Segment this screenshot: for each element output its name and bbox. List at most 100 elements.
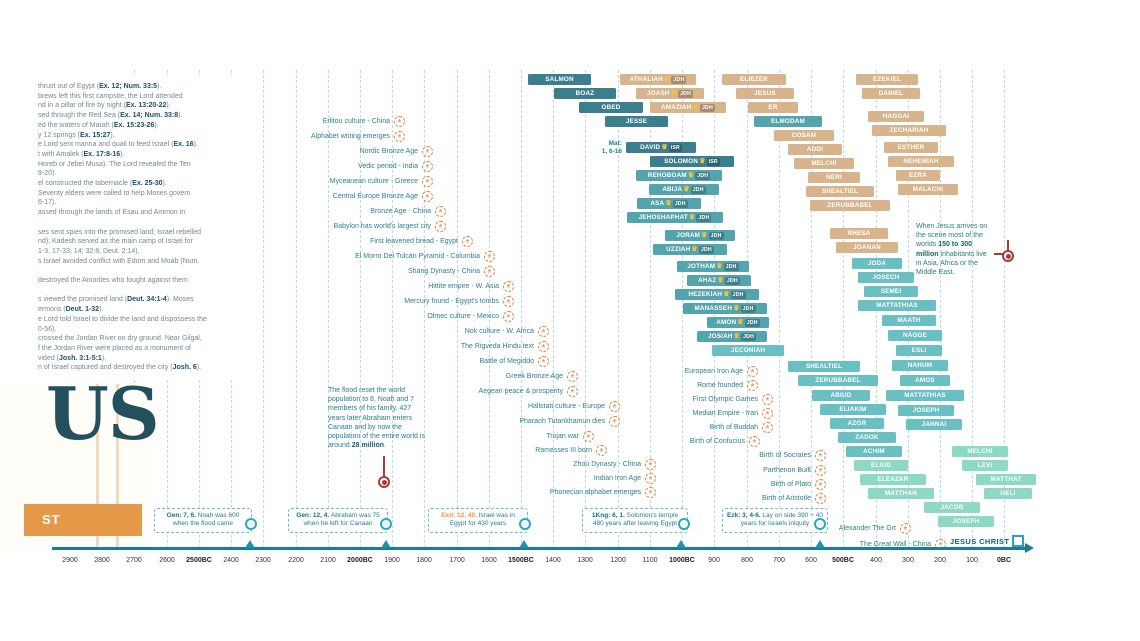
genealogy-bar-label: ELIUD	[871, 462, 891, 469]
genealogy-bar-label: ZECHARIAH	[889, 127, 929, 134]
genealogy-bar: JOSECH	[858, 272, 914, 283]
gridline	[1004, 70, 1005, 548]
world-event: First leavened bread - Egypt *	[293, 234, 473, 249]
kingdom-badge: ISR	[668, 143, 682, 152]
genealogy-bar: JODA	[852, 258, 902, 269]
kingdom-badge: JDH	[744, 318, 760, 327]
axis-marker	[245, 540, 255, 548]
note-line: brews left this first campsite, the Lord…	[38, 92, 183, 100]
note-line: 6-17).	[38, 199, 57, 207]
event-marker-icon: *	[747, 379, 758, 393]
axis-tick-label: 300	[902, 557, 914, 564]
genealogy-bar-label: NEHEMIAH	[903, 158, 939, 165]
genealogy-bar: JESUS	[736, 88, 794, 99]
world-event: Central Europe Bronze Age *	[253, 189, 433, 204]
kingdom-badge: JDH	[695, 171, 711, 180]
note-line	[38, 266, 254, 276]
genealogy-bar-label: OBED	[601, 104, 621, 111]
gridline	[811, 70, 812, 548]
genealogy-bar: MAATH	[882, 315, 936, 326]
axis-tick-label: 1500BC	[508, 557, 534, 564]
world-event-label: Hallstatt culture - Europe	[527, 402, 605, 410]
crown-icon: ♛	[683, 186, 690, 193]
scripture-reference: Exd: 12, 40.	[441, 512, 479, 519]
genealogy-bar: SEMEI	[864, 286, 918, 297]
world-event: Parthenon Built *	[646, 463, 826, 478]
gridline	[328, 70, 329, 548]
event-marker-icon: *	[747, 365, 758, 379]
crown-icon: ♛	[661, 144, 668, 151]
axis-marker	[676, 540, 686, 548]
axis-tick-label: 2600	[159, 557, 175, 564]
world-event-label: Alphabet writing emerges	[311, 132, 390, 140]
genealogy-bar: ABIJA ♛ JDH	[649, 184, 719, 195]
genealogy-bar-label: ZERUBBABEL	[815, 377, 861, 384]
genealogy-bar: AMAZIAH ♛ JDH	[650, 102, 726, 113]
event-marker-icon: *	[815, 492, 826, 506]
genealogy-bar: HEZEKIAH ♛ JDH	[675, 289, 759, 300]
axis-tick-label: 2700	[126, 557, 142, 564]
world-event: Bronze Age - China *	[266, 204, 446, 219]
genealogy-bar-label: MATTHAN	[884, 490, 918, 497]
genealogy-bar-label: MATTHAT	[990, 476, 1022, 483]
genealogy-bar: MATTATHIAS	[886, 390, 964, 401]
genealogy-bar: ZECHARIAH	[872, 125, 946, 136]
world-event: Nok culture - W. Africa *	[369, 324, 549, 339]
event-marker-icon: *	[596, 444, 607, 458]
world-event-label: Indian Iron Age	[593, 474, 641, 482]
world-event-label: Olmec culture - Mexico	[427, 312, 499, 320]
note-line: ermons (Deut. 1-32).	[38, 306, 104, 314]
crown-icon: ♛	[665, 200, 672, 207]
genealogy-bar-label: AHAZ	[698, 277, 717, 284]
axis-tick-label: 400	[870, 557, 882, 564]
crown-icon: ♛	[670, 90, 678, 97]
event-marker-icon: *	[422, 175, 433, 189]
genealogy-bar-label: ELEAZAR	[877, 476, 909, 483]
cover-stripe	[116, 384, 119, 548]
genealogy-bar: JOSEPH	[938, 516, 994, 527]
genealogy-bar: HAGGAI	[868, 111, 924, 122]
genealogy-bar: JOSIAH ♛ JDH	[697, 331, 767, 342]
axis-tick-label: 2500BC	[186, 557, 212, 564]
genealogy-bar: COSAM	[774, 130, 834, 141]
note-line: t with Amalek (Ex. 17:8-16).	[38, 150, 125, 158]
world-event-label: Rome founded	[697, 381, 743, 389]
world-event-label: European Iron Age	[684, 367, 743, 375]
genealogy-bar: JANNAI	[906, 419, 962, 430]
genealogy-bar: ACHIM	[846, 446, 902, 457]
genealogy-bar-label: SOLOMON	[664, 158, 699, 165]
kingdom-badge: JDH	[708, 231, 724, 240]
genealogy-bar: ABIUD	[812, 390, 870, 401]
genealogy-bar-label: JOSEPH	[912, 407, 940, 414]
event-marker-icon: *	[503, 280, 514, 294]
event-marker-icon: *	[484, 250, 495, 264]
genealogy-bar: ADDI	[788, 144, 842, 155]
kingdom-badge: JDH	[724, 276, 740, 285]
crown-icon: ♛	[733, 333, 741, 340]
world-event-label: First leavened bread - Egypt	[370, 237, 458, 245]
crown-icon: ♛	[733, 305, 740, 312]
axis-tick-label: 500BC	[832, 557, 854, 564]
event-marker-icon: *	[394, 115, 405, 129]
genealogy-bar-label: JACOB	[940, 504, 964, 511]
event-marker-icon: *	[762, 393, 773, 407]
genealogy-bar: JESSE	[605, 116, 668, 127]
genealogy-bar: NERI	[808, 172, 860, 183]
world-event-label: Greek Bronze Age	[505, 372, 563, 380]
genealogy-bar-label: NAHUM	[907, 362, 933, 369]
world-event-label: Aegean peace & prosperity	[478, 387, 563, 395]
genealogy-bar: REHOBOAM ♛ JDH	[636, 170, 722, 181]
genealogy-bar: ELIEZER	[722, 74, 786, 85]
gridline	[360, 70, 361, 548]
world-event: Birth of Confucius *	[580, 434, 760, 449]
genealogy-bar-label: JESUS	[754, 90, 776, 97]
genealogy-bar: EZEKIEL	[856, 74, 918, 85]
event-marker-icon: *	[815, 478, 826, 492]
note-line: e Lord told Israel to divide the land an…	[38, 315, 207, 323]
genealogy-bar: BOAZ	[554, 88, 616, 99]
world-event: European Iron Age *	[578, 364, 758, 379]
matthew-reference-line2: 1, 6-16	[601, 148, 622, 156]
axis-tick-label: 1900	[384, 557, 400, 564]
gridline	[392, 70, 393, 548]
